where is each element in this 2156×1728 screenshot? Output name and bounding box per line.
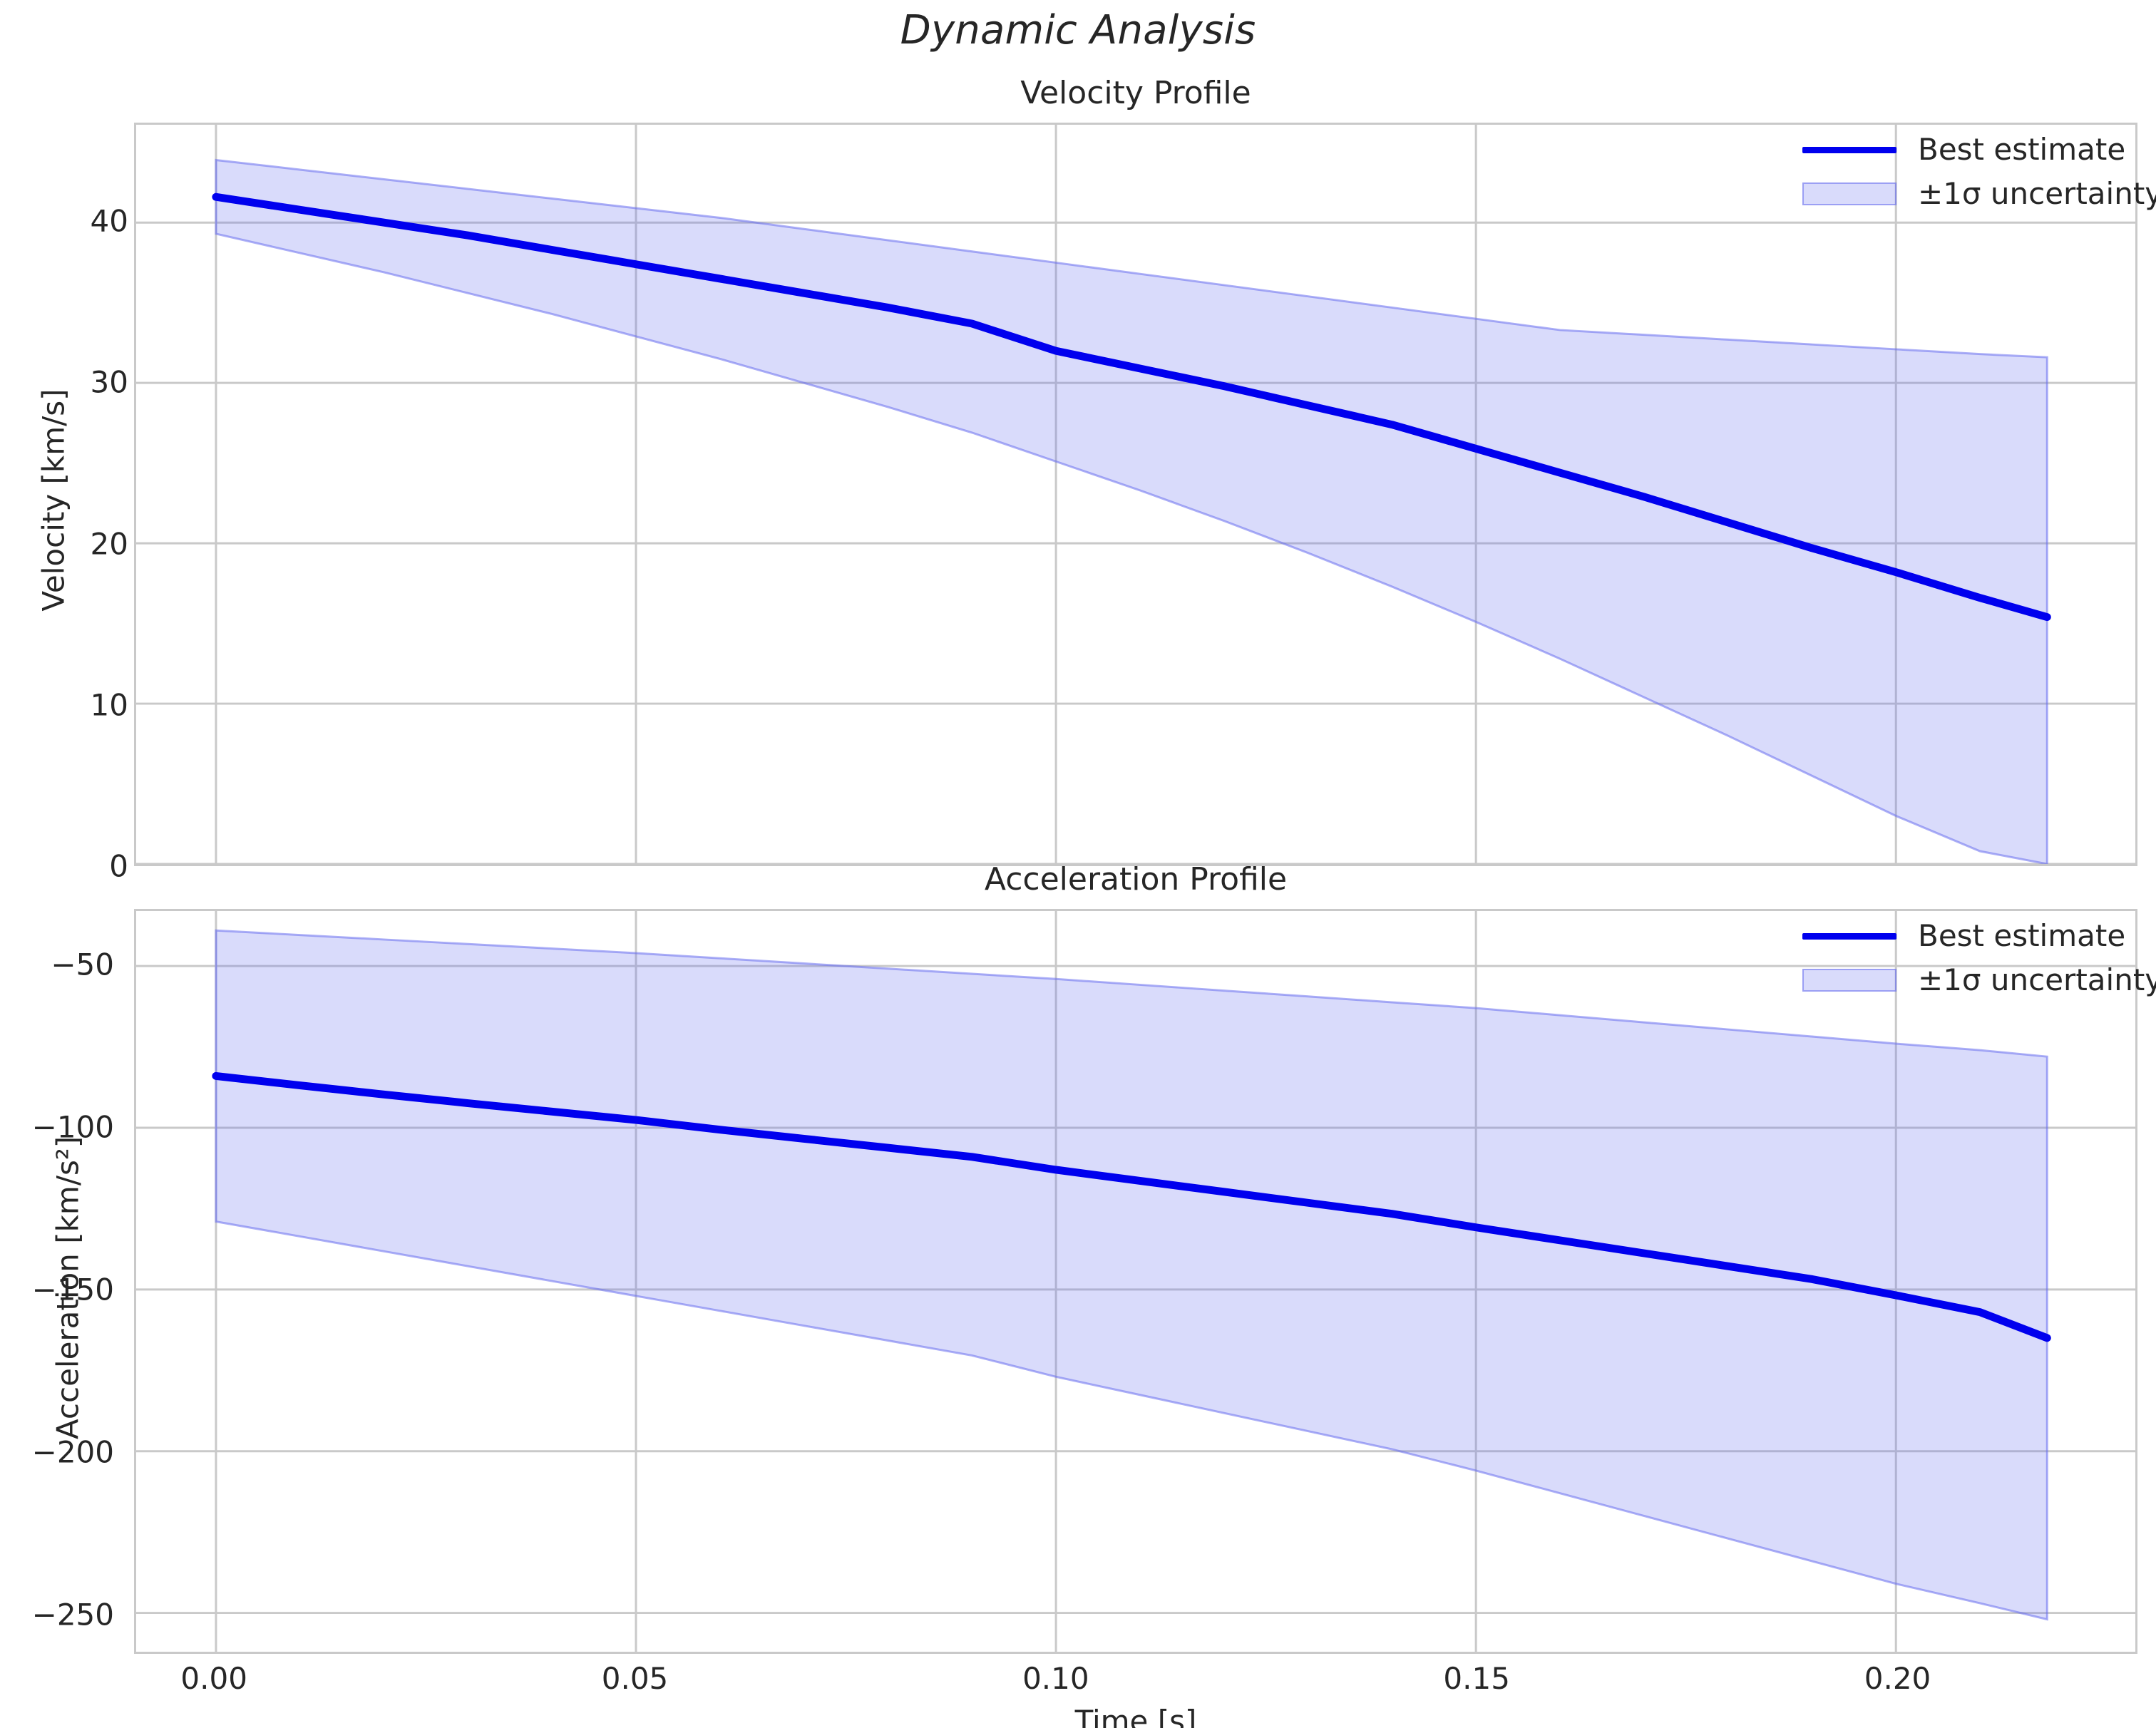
legend-band-swatch [1797,966,1902,994]
velocity-plot-svg [136,125,2135,864]
ytick-label: 30 [90,364,128,400]
acceleration-plot-svg [136,911,2135,1652]
ytick-label: −150 [31,1272,114,1307]
acceleration-legend: Best estimate ±1σ uncertainty [1797,916,2156,1004]
legend-entry-best-estimate: Best estimate [1797,916,2156,956]
x-axis-label: Time [s] [1074,1704,1197,1728]
legend-entry-uncertainty: ±1σ uncertainty [1797,174,2156,214]
ytick-label: 40 [90,203,128,239]
figure-suptitle: Dynamic Analysis [900,7,1256,53]
legend-label-best-estimate: Best estimate [1918,132,2126,167]
legend-entry-uncertainty: ±1σ uncertainty [1797,960,2156,1000]
legend-line-swatch [1797,922,1902,950]
xtick-label: 0.15 [1443,1661,1510,1696]
ytick-label: 10 [90,687,128,723]
legend-band-swatch [1797,180,1902,208]
acceleration-ytick-labels: −50 −100 −150 −200 −250 [0,909,114,1654]
velocity-plot-area [134,123,2137,866]
velocity-axis-label: Velocity [km/s] [36,389,71,612]
ytick-label: 20 [90,526,128,561]
ytick-label: −100 [31,1109,114,1145]
ytick-label: 0 [109,848,128,884]
velocity-ytick-labels: 0 10 20 30 40 [7,123,128,884]
velocity-panel-title: Velocity Profile [1020,75,1251,111]
ytick-label: −50 [51,947,114,982]
velocity-legend: Best estimate ±1σ uncertainty [1797,130,2156,218]
legend-label-best-estimate: Best estimate [1918,918,2126,953]
ytick-label: −200 [31,1434,114,1470]
acceleration-plot-area [134,909,2137,1654]
legend-label-uncertainty: ±1σ uncertainty [1918,176,2156,211]
xtick-label: 0.05 [601,1661,669,1696]
ytick-label: −250 [31,1597,114,1632]
xtick-label: 0.00 [180,1661,247,1696]
xtick-label: 0.20 [1864,1661,1931,1696]
legend-entry-best-estimate: Best estimate [1797,130,2156,170]
legend-label-uncertainty: ±1σ uncertainty [1918,962,2156,997]
acceleration-panel-title: Acceleration Profile [984,861,1288,898]
legend-line-swatch [1797,135,1902,164]
xtick-label: 0.10 [1022,1661,1089,1696]
acceleration-axis-label: Acceleration [km/s²] [50,1136,86,1440]
